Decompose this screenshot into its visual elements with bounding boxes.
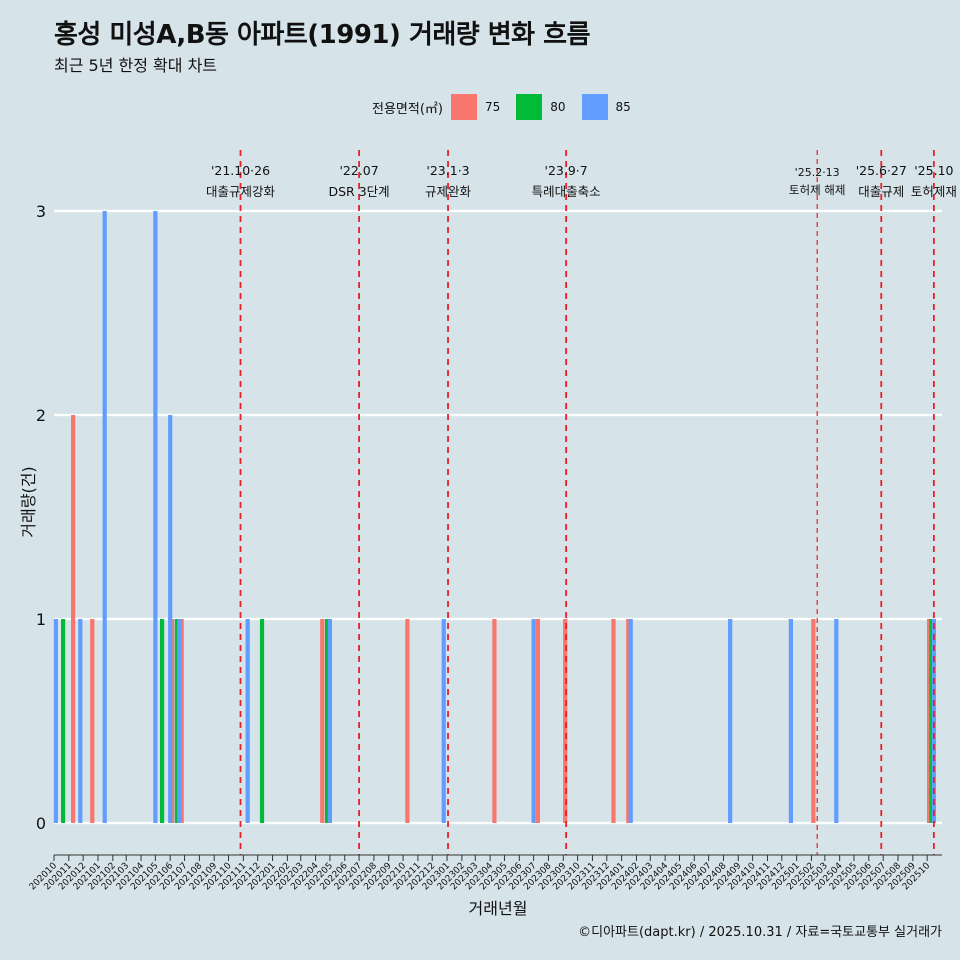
bar-85	[153, 211, 158, 823]
legend-label-85: 85	[615, 100, 631, 114]
bar-85	[53, 619, 59, 823]
bar-85	[177, 619, 182, 823]
bar-75	[626, 619, 631, 823]
bar-85	[168, 415, 173, 823]
bar-80	[159, 619, 165, 823]
legend-label-80: 80	[550, 100, 566, 114]
bar-80	[174, 619, 179, 823]
event-date-label: '25.6·27	[856, 163, 907, 178]
bar-85	[931, 619, 936, 823]
bar-85	[245, 619, 250, 823]
bar-75	[611, 619, 616, 823]
event-name-label: DSR 3단계	[328, 184, 389, 199]
event-name-label: 대출규제강화	[206, 184, 276, 199]
y-tick-label: 0	[36, 814, 46, 833]
y-tick-label: 1	[36, 610, 46, 629]
bar-75	[179, 619, 184, 823]
bar-80	[324, 619, 330, 823]
bar-85	[788, 619, 793, 823]
event-date-label: '25.10	[914, 163, 953, 178]
chart-subtitle: 최근 5년 한정 확대 차트	[54, 56, 218, 75]
legend-title: 전용면적(㎡)	[372, 101, 443, 117]
legend-swatch-75	[450, 94, 477, 120]
bar-85	[728, 619, 733, 823]
event-date-label: '23.1·3	[426, 163, 469, 178]
bar-85	[834, 619, 839, 823]
bar-75	[811, 619, 816, 823]
legend: 전용면적(㎡) 75 80 85	[372, 94, 647, 120]
event-name-label: 대출규제	[858, 184, 904, 199]
bar-80	[259, 619, 265, 823]
bar-85	[441, 619, 446, 823]
bar-75	[320, 619, 325, 823]
y-tick-label: 3	[36, 202, 46, 221]
x-axis-title: 거래년월	[469, 899, 528, 918]
bar-75	[90, 619, 95, 823]
bar-75	[405, 619, 410, 823]
bar-85	[531, 619, 536, 823]
event-name-label: 특례대출축소	[532, 184, 601, 199]
bar-75	[926, 619, 932, 823]
bar-75	[492, 619, 497, 823]
y-tick-label: 2	[36, 406, 46, 425]
event-date-label: '25.2·13	[795, 166, 840, 179]
y-axis-title: 거래량(건)	[19, 466, 38, 537]
event-name-label: 토허제재	[911, 184, 957, 199]
bar-80	[60, 619, 66, 823]
bar-80	[929, 619, 934, 823]
legend-swatch-80	[516, 94, 543, 120]
bar-75	[535, 619, 541, 823]
bar-85	[628, 619, 633, 823]
source-caption: ©디아파트(dapt.kr) / 2025.10.31 / 자료=국토교통부 실…	[578, 925, 942, 940]
event-name-label: 규제완화	[425, 184, 472, 199]
bar-85	[78, 619, 83, 823]
chart-title: 홍성 미성A,B동 아파트(1991) 거래량 변화 흐름	[54, 20, 591, 50]
bar-85	[102, 211, 107, 823]
bar-75	[71, 415, 76, 823]
event-date-label: '23.9·7	[545, 163, 588, 178]
event-date-label: '21.10·26	[211, 163, 270, 178]
legend-swatch-85	[581, 94, 608, 120]
legend-label-75: 75	[484, 100, 501, 114]
event-date-label: '22.07	[339, 163, 378, 178]
bar-75	[563, 619, 568, 823]
event-name-label: 토허제 해제	[789, 183, 846, 197]
bar-85	[327, 619, 333, 823]
